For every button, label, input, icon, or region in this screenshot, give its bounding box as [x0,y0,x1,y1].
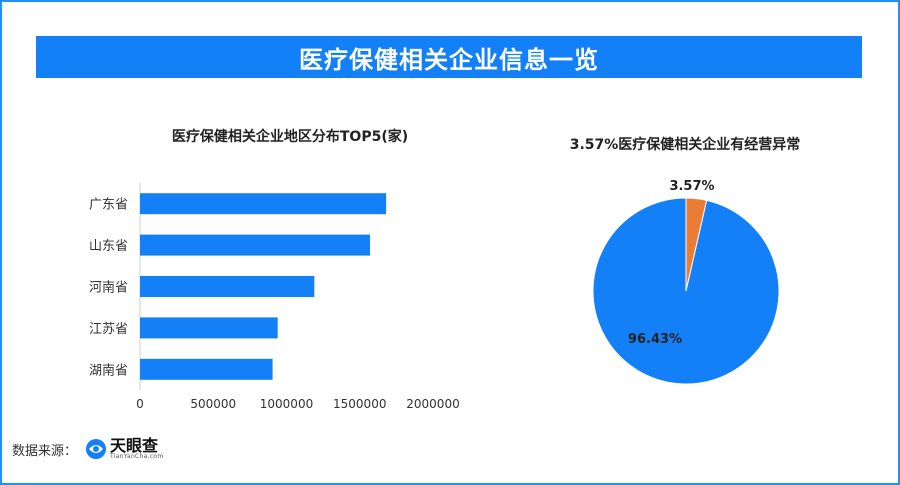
bar [140,193,387,215]
page-title: 医疗保健相关企业信息一览 [36,36,862,78]
tianyancha-logo-icon [86,439,107,459]
pie-slice-label: 96.43% [628,332,682,347]
bar-chart-title: 医疗保健相关企业地区分布TOP5(家) [171,129,409,145]
category-label: 湖南省 [89,362,128,378]
pie-slice-label: 3.57% [669,179,714,194]
x-tick-label: 500000 [190,397,236,411]
source-label: 数据来源： [12,443,78,459]
tianyancha-logo: 天眼查 TianYanCha.com [85,438,164,460]
logo-en: TianYanCha.com [110,453,164,460]
category-label: 广东省 [89,198,128,213]
category-label: 江苏省 [89,321,128,337]
data-source: 数据来源： 天眼查 TianYanCha.com [12,438,164,460]
category-label: 河南省 [89,280,128,296]
x-tick-label: 2000000 [406,397,459,411]
bar [140,276,315,297]
x-tick-label: 1500000 [333,397,386,411]
bar [140,358,273,380]
logo-name: 天眼查 [110,436,159,455]
x-tick-label: 0 [136,397,144,411]
pie-slice [592,197,780,385]
bar [140,234,371,256]
x-tick-label: 1000000 [260,397,313,411]
pie-chart-title: 3.57%医疗保健相关企业有经营异常 [569,137,801,153]
page-title-text: 医疗保健相关企业信息一览 [299,45,599,74]
bar [140,317,278,339]
category-label: 山东省 [89,239,128,254]
